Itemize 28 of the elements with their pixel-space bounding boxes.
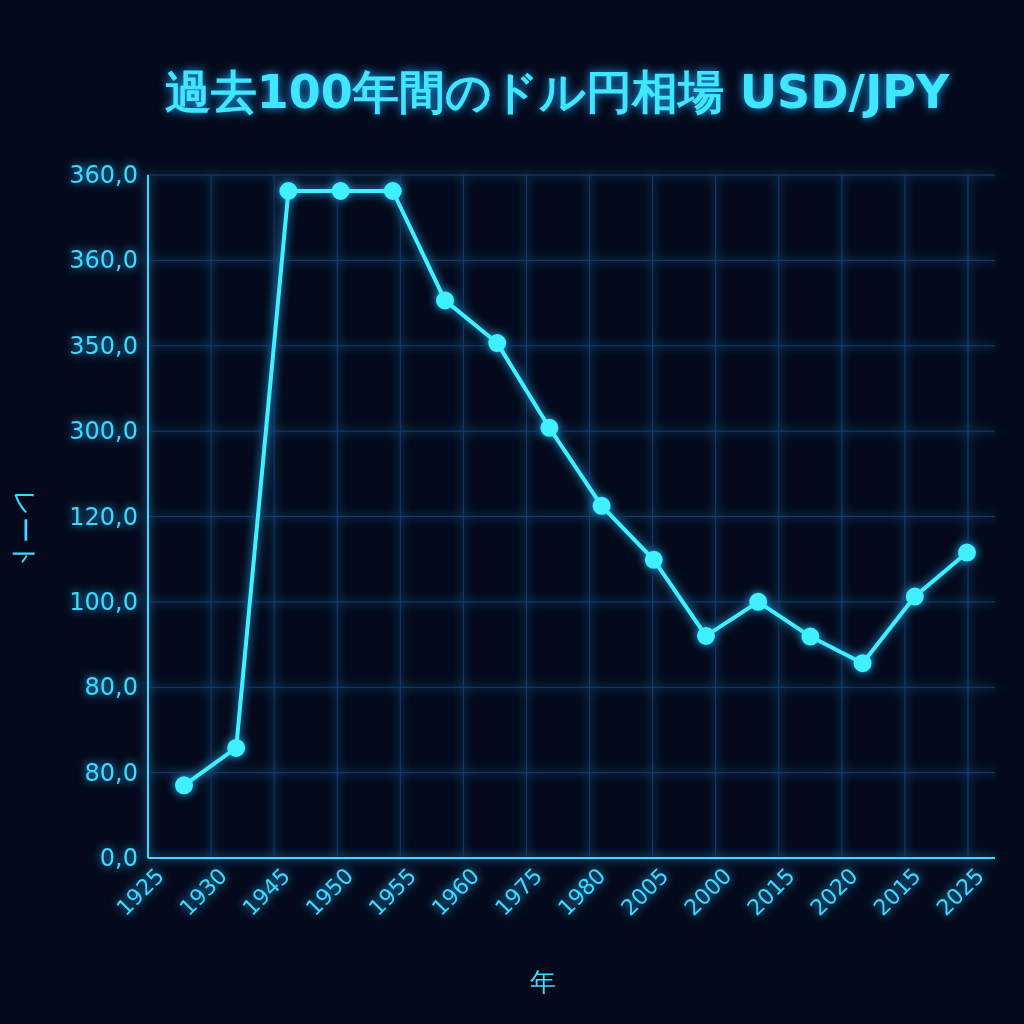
x-axis-title: 年 (530, 966, 556, 999)
point (958, 543, 976, 562)
point (853, 654, 872, 673)
point (749, 592, 768, 611)
point (592, 496, 611, 515)
point (540, 418, 559, 437)
point (697, 626, 715, 645)
text: 120,0 (69, 502, 138, 531)
text: 360,0 (69, 161, 138, 189)
point (331, 182, 350, 200)
chart-title: 過去100年間のドル円相場 USD/JPY (163, 64, 951, 121)
point (175, 776, 193, 795)
text: 80,0 (84, 758, 138, 787)
point (279, 182, 298, 200)
y-axis-title: レート (8, 489, 41, 570)
point (801, 627, 820, 646)
point (227, 738, 246, 757)
text: 100,0 (69, 587, 138, 616)
point (905, 587, 924, 606)
point (488, 334, 507, 353)
text: 300,0 (69, 417, 138, 446)
text: 80,0 (84, 673, 138, 702)
point (436, 291, 454, 310)
text: 360,0 (69, 246, 138, 275)
text: 0,0 (99, 844, 138, 872)
point (383, 182, 402, 200)
point (644, 550, 663, 569)
text: 350,0 (69, 331, 138, 360)
